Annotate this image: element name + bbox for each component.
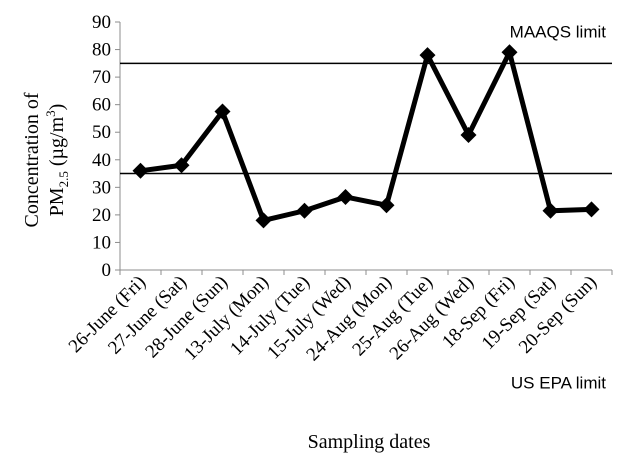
y-tick-label: 10 — [92, 232, 111, 253]
y-tick-label: 0 — [102, 260, 112, 281]
y-tick-label: 40 — [92, 150, 111, 171]
y-tick-label: 50 — [92, 122, 111, 143]
data-point — [378, 197, 395, 214]
y-axis-title-line2: PM2.5 (µg/m3) — [43, 104, 71, 217]
y-tick-label: 20 — [92, 205, 111, 226]
data-point — [542, 202, 559, 219]
data-point — [583, 201, 600, 218]
reference-line-label: MAAQS limit — [510, 22, 607, 41]
y-axis-title: Concentration of PM2.5 (µg/m3) — [21, 92, 71, 227]
y-tick-label: 60 — [92, 95, 111, 116]
reference-line-label: US EPA limit — [511, 374, 606, 393]
data-point — [296, 202, 313, 219]
y-tick-label: 70 — [92, 67, 111, 88]
y-tick-label: 30 — [92, 177, 111, 198]
series-line — [140, 45, 592, 224]
data-point — [337, 188, 354, 205]
data-point — [460, 126, 477, 143]
data-point — [255, 212, 272, 229]
y-tick-label: 80 — [92, 40, 111, 61]
data-point — [419, 47, 436, 64]
data-point — [173, 157, 190, 174]
data-point — [132, 162, 149, 179]
y-tick-label: 90 — [92, 12, 111, 33]
data-point — [214, 103, 231, 120]
data-point — [501, 44, 518, 61]
x-axis-title: Sampling dates — [308, 431, 431, 453]
y-axis-title-line1: Concentration of — [21, 92, 43, 227]
